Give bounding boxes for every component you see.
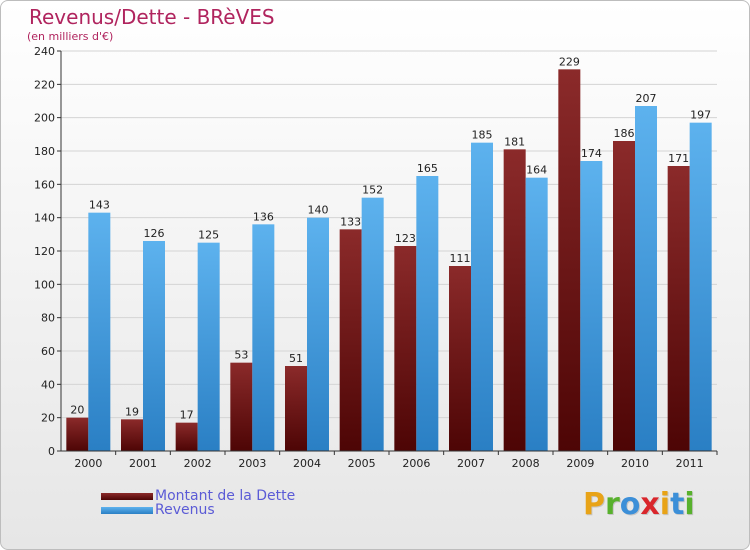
bar-revenus (361, 197, 384, 451)
bar-revenus (689, 122, 712, 452)
bar-revenus (143, 241, 165, 451)
data-label: 140 (308, 204, 329, 217)
legend-label-revenus: Revenus (155, 502, 215, 518)
y-tick-label: 80 (41, 312, 55, 325)
x-tick-label: 2001 (129, 457, 157, 470)
data-label: 181 (504, 135, 525, 148)
x-tick-label: 2006 (402, 457, 430, 470)
legend-item-revenus: Revenus (101, 502, 215, 518)
data-label: 17 (180, 409, 194, 422)
data-label: 229 (559, 55, 580, 68)
data-label: 165 (417, 162, 438, 175)
data-label: 197 (690, 109, 711, 122)
bar-revenus (252, 224, 275, 451)
data-label: 19 (125, 405, 139, 418)
logo-letter: r (605, 487, 620, 522)
bar-dette (339, 229, 362, 451)
logo-letter: x (640, 487, 660, 522)
data-label: 174 (581, 147, 602, 160)
x-axis: 2000 2001 2002 2003 2004 2005 2006 2007 2008 2009… (61, 450, 718, 470)
y-tick-label: 60 (41, 345, 55, 358)
x-tick-label: 2009 (566, 457, 594, 470)
bar-dette (394, 246, 417, 451)
data-label: 125 (198, 229, 219, 242)
data-label: 20 (70, 404, 84, 417)
bar-dette (230, 362, 253, 451)
bar-revenus (307, 217, 329, 451)
y-tick-label: 240 (34, 45, 55, 58)
data-label: 164 (526, 164, 547, 177)
x-tick-label: 2005 (348, 457, 376, 470)
y-tick-label: 100 (34, 278, 55, 291)
data-label: 143 (89, 199, 110, 212)
data-label: 111 (450, 252, 471, 265)
bar-dette (121, 419, 143, 451)
chart-title: Revenus/Dette - BRèVES (29, 5, 275, 29)
legend-swatch-dette (101, 492, 153, 500)
x-tick-label: 2008 (512, 457, 540, 470)
data-label: 126 (144, 227, 165, 240)
y-tick-label: 200 (34, 112, 55, 125)
legend-item-dette: Montant de la Dette (101, 488, 295, 504)
bar-revenus (525, 177, 548, 451)
x-tick-label: 2000 (74, 457, 102, 470)
data-label: 152 (362, 184, 383, 197)
data-label: 185 (472, 129, 493, 142)
logo-letter: P (583, 487, 605, 522)
value-labels: 20 143 19 126 17 125 53 136 51 140 133 152 123 165 111… (70, 55, 711, 421)
bar-dette (285, 366, 307, 451)
data-label: 51 (289, 352, 303, 365)
x-tick-label: 2002 (184, 457, 212, 470)
legend-swatch-revenus (101, 506, 153, 514)
y-tick-label: 0 (48, 445, 55, 458)
logo-letter: i (684, 487, 695, 522)
bar-revenus (580, 161, 603, 451)
x-tick-label: 2007 (457, 457, 485, 470)
x-tick-label: 2011 (676, 457, 704, 470)
x-tick-label: 2004 (293, 457, 321, 470)
y-tick-label: 40 (41, 378, 55, 391)
y-tick-label: 220 (34, 78, 55, 91)
logo-letter: o (619, 487, 641, 522)
y-tick-label: 180 (34, 145, 55, 158)
bar-dette (558, 69, 581, 451)
bar-revenus (88, 212, 111, 451)
bar-dette (66, 417, 89, 451)
y-tick-label: 140 (34, 212, 55, 225)
bar-dette (503, 149, 526, 452)
data-label: 136 (253, 210, 274, 223)
data-label: 207 (636, 92, 657, 105)
bar-revenus (197, 242, 220, 451)
bar-revenus (635, 106, 657, 451)
x-tick-label: 2003 (238, 457, 266, 470)
bars (66, 69, 712, 452)
legend-label-dette: Montant de la Dette (155, 488, 296, 504)
data-label: 186 (614, 127, 635, 140)
bar-dette (449, 266, 471, 451)
bar-dette (667, 166, 690, 451)
logo-letter: t (670, 487, 685, 522)
data-label: 123 (395, 232, 416, 245)
data-label: 53 (234, 349, 248, 362)
y-tick-label: 120 (34, 245, 55, 258)
data-label: 133 (340, 215, 361, 228)
bar-dette (175, 422, 198, 451)
logo-letter: i (659, 487, 671, 522)
chart-subtitle: (en milliers d'€) (27, 30, 114, 43)
y-tick-label: 160 (34, 178, 55, 191)
y-tick-label: 20 (41, 412, 55, 425)
y-axis: 0 20 40 60 80 100 120 140 160 180 200 220 240 (34, 45, 62, 458)
x-tick-label: 2010 (621, 457, 649, 470)
data-label: 171 (668, 152, 689, 165)
bar-revenus (416, 176, 439, 451)
bar-revenus (471, 142, 493, 451)
bar-dette (613, 141, 635, 451)
proxiti-logo: Proxiti (583, 487, 695, 522)
